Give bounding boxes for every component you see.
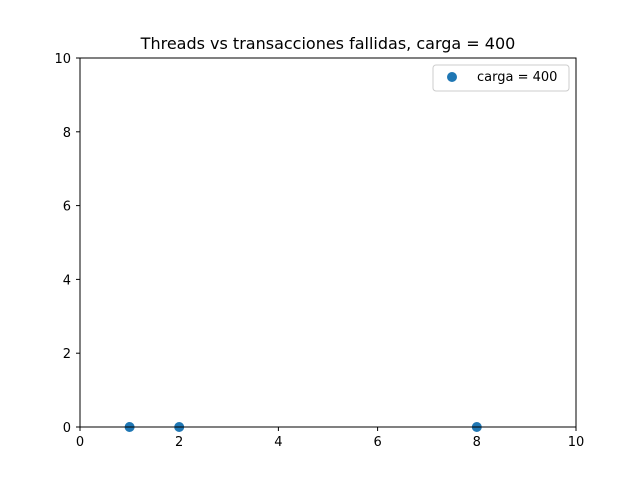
legend: carga = 400 xyxy=(432,64,570,92)
plot-area-frame xyxy=(79,57,577,428)
x-tick-label: 6 xyxy=(373,435,381,450)
legend-box xyxy=(432,64,570,92)
y-tick-label: 8 xyxy=(63,126,71,141)
y-tick-label: 2 xyxy=(63,347,71,362)
legend-marker xyxy=(447,72,457,82)
y-tick-label: 4 xyxy=(63,273,71,288)
y-axis: 0 2 4 6 8 10 xyxy=(54,52,80,436)
x-tick-label: 4 xyxy=(274,435,282,450)
x-tick-label: 10 xyxy=(568,435,585,450)
y-tick-label: 10 xyxy=(54,52,71,67)
x-tick-label: 8 xyxy=(473,435,481,450)
chart-title: Threads vs transacciones fallidas, carga… xyxy=(140,34,516,53)
x-tick-label: 2 xyxy=(175,435,183,450)
y-tick-label: 6 xyxy=(63,200,71,215)
legend-label: carga = 400 xyxy=(477,70,557,85)
x-tick-label: 0 xyxy=(76,435,84,450)
y-tick-label: 0 xyxy=(63,421,71,436)
x-axis: 0 2 4 6 8 10 xyxy=(76,427,584,450)
